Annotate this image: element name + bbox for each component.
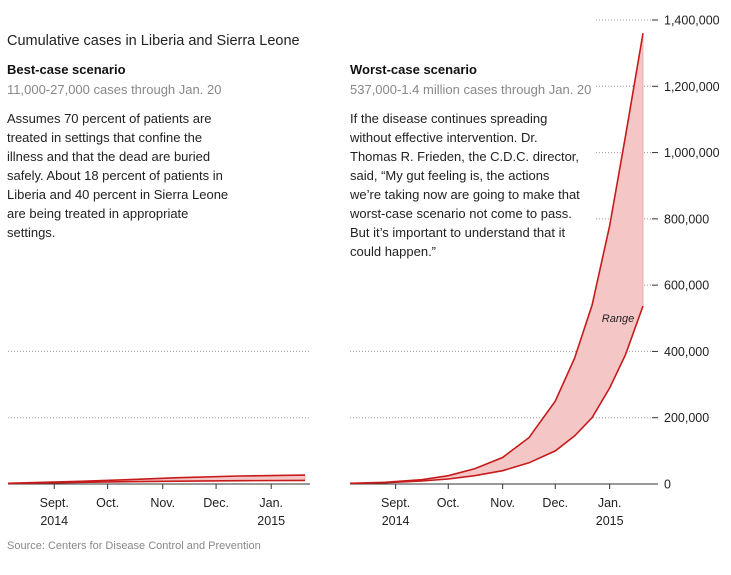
source-note: Source: Centers for Disease Control and … xyxy=(7,540,261,552)
x-tick-year-label: 2014 xyxy=(40,514,68,528)
y-tick-label: 1,400,000 xyxy=(664,14,720,28)
x-tick-label: Oct. xyxy=(96,496,119,510)
x-tick-label: Sept. xyxy=(381,496,410,510)
worst-case-subheading: 537,000-1.4 million cases through Jan. 2… xyxy=(350,82,592,97)
range-annotation: Range xyxy=(602,313,634,325)
high-estimate-line xyxy=(349,33,644,485)
y-tick-label: 200,000 xyxy=(664,411,709,425)
y-tick-label: 800,000 xyxy=(664,212,709,226)
x-tick-year-label: 2015 xyxy=(596,514,624,528)
x-tick-label: Nov. xyxy=(150,496,175,510)
best-case-subheading: 11,000-27,000 cases through Jan. 20 xyxy=(7,82,222,97)
x-tick-label: Dec. xyxy=(542,496,568,510)
best-case-heading: Best-case scenario xyxy=(7,62,126,77)
worst-case-description: If the disease continues spreading witho… xyxy=(350,111,580,259)
best-case-description: Assumes 70 percent of patients are treat… xyxy=(7,111,229,240)
y-tick-label: 600,000 xyxy=(664,279,709,293)
y-tick-label: 400,000 xyxy=(664,345,709,359)
range-band xyxy=(350,33,643,484)
chart-title: Cumulative cases in Liberia and Sierra L… xyxy=(7,33,300,49)
low-estimate-line xyxy=(349,305,644,485)
x-tick-label: Jan. xyxy=(259,496,283,510)
y-tick-label: 1,000,000 xyxy=(664,146,720,160)
y-tick-label: 1,200,000 xyxy=(664,80,720,94)
y-tick-label: 0 xyxy=(664,478,671,492)
best-case-chart: Sept. 2014 Oct. Nov. Dec. Jan. 2015 xyxy=(7,350,310,528)
worst-case-heading: Worst-case scenario xyxy=(350,62,477,77)
low-estimate-line xyxy=(7,479,306,485)
x-tick-label: Sept. xyxy=(40,496,69,510)
x-tick-label: Oct. xyxy=(437,496,460,510)
x-tick-year-label: 2015 xyxy=(257,514,285,528)
x-tick-label: Nov. xyxy=(490,496,515,510)
x-tick-label: Jan. xyxy=(598,496,622,510)
worst-case-chart: Sept. 2014 Oct. Nov. Dec. Jan. 2015 0 200,000 400… xyxy=(349,14,720,528)
x-tick-label: Dec. xyxy=(203,496,229,510)
x-tick-year-label: 2014 xyxy=(382,514,410,528)
